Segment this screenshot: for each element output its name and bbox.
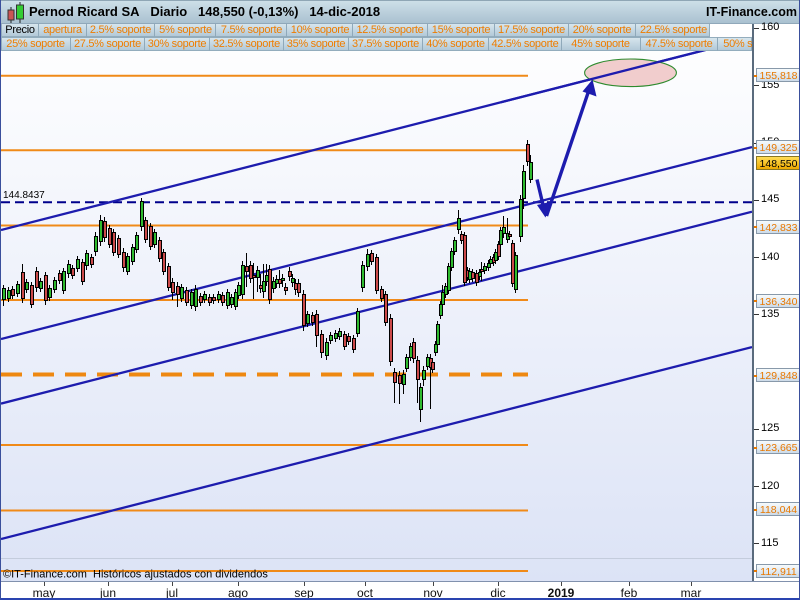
svg-text:144.8437: 144.8437 <box>3 190 45 201</box>
svg-text:©IT-Finance.com Históricos aj: ©IT-Finance.com Históricos ajustados con… <box>3 569 268 581</box>
